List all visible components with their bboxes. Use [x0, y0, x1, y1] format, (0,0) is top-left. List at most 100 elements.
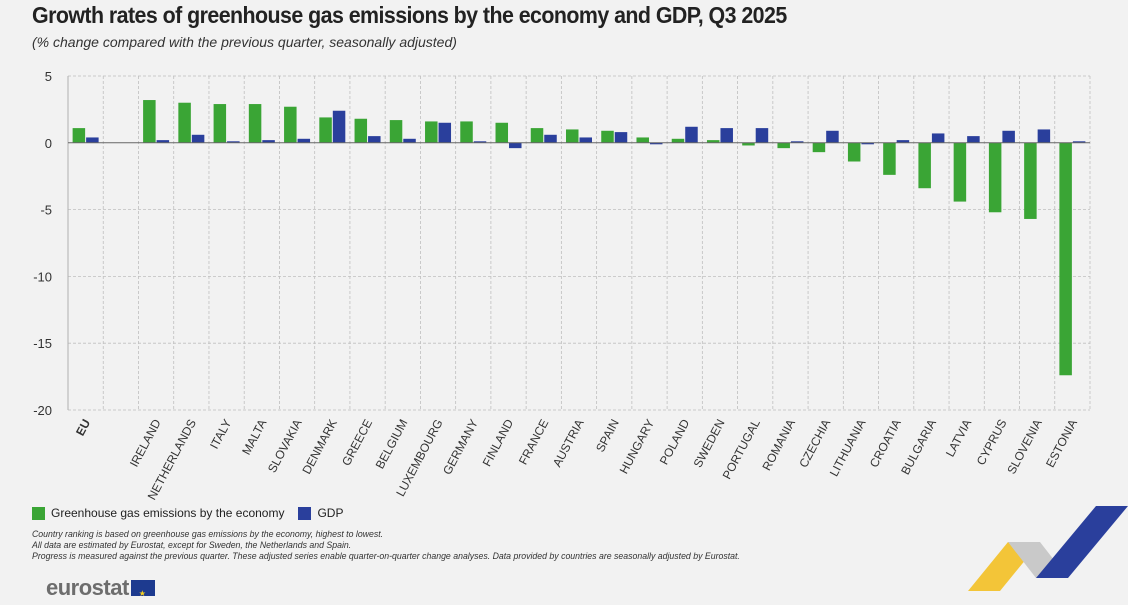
ghg-bar [72, 128, 86, 143]
gdp-bar [227, 141, 240, 143]
gdp-bar [332, 110, 346, 143]
y-tick-label: 5 [45, 69, 52, 84]
x-tick-label: SWEDEN [691, 417, 728, 470]
gdp-bar [509, 142, 522, 149]
gdp-bar [1037, 129, 1051, 143]
gdp-bar [403, 138, 416, 143]
x-tick-label: FINLAND [480, 417, 517, 469]
ghg-bar [425, 121, 438, 143]
x-tick-label: EU [73, 417, 93, 438]
ghg-bar [319, 117, 332, 143]
ghg-bar [953, 142, 967, 202]
footnote: Progress is measured against the previou… [32, 551, 740, 562]
ghg-bar [988, 142, 1002, 213]
ghg-bar [495, 122, 509, 143]
y-tick-label: 0 [45, 136, 52, 151]
ghg-bar [1059, 142, 1072, 376]
gdp-bar [649, 142, 663, 145]
gdp-bar [473, 141, 487, 143]
eu-flag-icon [130, 580, 155, 605]
legend-swatch-gdp [298, 506, 312, 520]
x-tick-label: CYPRUS [974, 417, 1010, 468]
legend-item-gdp: GDP [298, 506, 343, 520]
x-tick-label: ROMANIA [759, 417, 798, 473]
gdp-bar [685, 126, 698, 143]
legend-label-ghg: Greenhouse gas emissions by the economy [51, 506, 285, 520]
x-tick-label: SPAIN [593, 417, 622, 455]
ghg-bar [213, 104, 227, 143]
y-tick-label: -5 [40, 203, 52, 218]
chart-subtitle: (% change compared with the previous qua… [32, 34, 457, 50]
x-tick-label: BULGARIA [898, 417, 939, 477]
ghg-bar [883, 142, 896, 175]
ghg-bar [777, 142, 790, 149]
x-tick-label: IRELAND [127, 417, 164, 470]
ghg-bar [742, 142, 755, 146]
x-tick-label: DENMARK [299, 417, 340, 477]
x-tick-label: PORTUGAL [720, 417, 763, 482]
gdp-bar [368, 136, 381, 143]
chart-title: Growth rates of greenhouse gas emissions… [32, 2, 787, 28]
x-tick-label: ITALY [207, 417, 234, 451]
ghg-bar [389, 120, 403, 143]
gdp-bar [297, 138, 311, 143]
ghg-bar [812, 142, 826, 153]
gdp-bar [262, 140, 275, 143]
gdp-bar [931, 133, 945, 143]
gdp-bar [1002, 130, 1015, 143]
legend: Greenhouse gas emissions by the economy … [32, 506, 357, 520]
gdp-bar [86, 137, 99, 143]
x-tick-label: SLOVENIA [1004, 417, 1045, 477]
ghg-bar [566, 129, 579, 143]
ghg-bar [530, 128, 544, 143]
ghg-bar [1024, 142, 1037, 219]
footnote: Country ranking is based on greenhouse g… [32, 529, 384, 540]
ghg-bar [671, 138, 685, 143]
x-tick-label: GREECE [339, 417, 375, 468]
x-tick-label: CZECHIA [796, 417, 833, 470]
ghg-bar [460, 121, 473, 143]
legend-label-gdp: GDP [317, 506, 344, 520]
gdp-bar [579, 137, 592, 143]
footnote: All data are estimated by Eurostat, exce… [32, 540, 352, 551]
gdp-bar [790, 141, 804, 143]
ghg-bar [918, 142, 931, 189]
footnotes: Country ranking is based on greenhouse g… [32, 529, 740, 562]
gdp-bar [438, 122, 452, 143]
x-tick-label: ESTONIA [1043, 417, 1080, 470]
gdp-bar [720, 128, 733, 143]
gdp-bar [861, 142, 874, 145]
gdp-bar [156, 140, 170, 143]
ghg-bar [354, 118, 368, 143]
y-tick-label: -10 [33, 269, 52, 284]
ghg-bar [143, 100, 156, 143]
gdp-bar [755, 128, 769, 143]
x-tick-label: POLAND [657, 417, 693, 467]
x-tick-label: GERMANY [440, 417, 481, 477]
x-tick-label: FRANCE [516, 417, 552, 467]
x-tick-label: HUNGARY [617, 417, 657, 476]
gdp-bar [967, 136, 980, 143]
ghg-bar [636, 137, 649, 143]
swoosh-decoration-icon [968, 506, 1128, 591]
legend-item-ghg: Greenhouse gas emissions by the economy [32, 506, 284, 520]
gdp-bar [896, 140, 910, 143]
eurostat-logo: eurostat [46, 575, 155, 605]
x-tick-label: LATVIA [943, 417, 974, 459]
x-tick-label: LITHUANIA [827, 417, 869, 479]
gdp-bar [614, 132, 628, 143]
ghg-bar [178, 102, 191, 143]
ghg-bar [284, 106, 297, 143]
gdp-bar [544, 134, 557, 143]
legend-swatch-ghg [32, 506, 45, 520]
y-tick-label: -20 [33, 403, 52, 418]
x-tick-label: BELGIUM [373, 417, 411, 471]
x-tick-label: AUSTRIA [550, 417, 587, 469]
gdp-bar [826, 130, 839, 143]
x-tick-label: MALTA [239, 417, 269, 457]
logo-text: eurostat [46, 575, 129, 600]
gdp-bar [191, 134, 205, 143]
y-tick-label: -15 [33, 336, 52, 351]
ghg-bar [706, 140, 720, 143]
